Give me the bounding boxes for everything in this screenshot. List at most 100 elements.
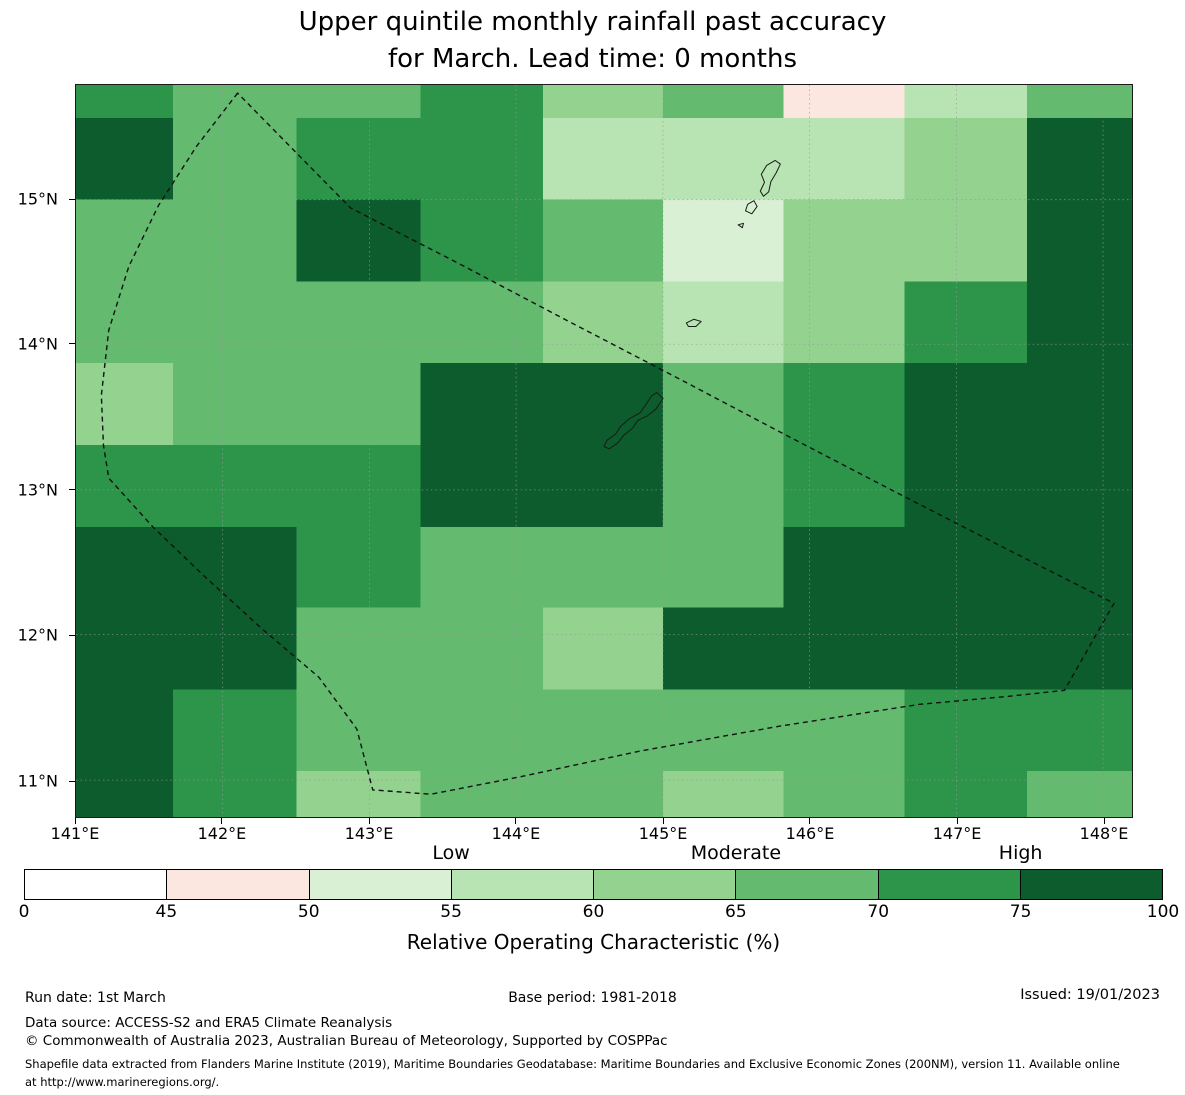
heatmap-cell: [904, 607, 1028, 690]
heatmap-cell: [296, 363, 421, 446]
colorbar-tick-labels: 0 45 50 55 60 65 70 75 100: [19, 902, 1180, 924]
heatmap-cell: [172, 363, 298, 446]
y-axis-tickmarks: [69, 84, 75, 818]
colorbar-segment: [308, 870, 451, 899]
heatmap-cell: [296, 526, 421, 609]
heatmap-cell: [1027, 363, 1132, 446]
colorbar-category-low: Low: [432, 842, 470, 864]
heatmap-cell: [172, 85, 298, 119]
colorbar: [24, 869, 1163, 900]
heatmap-cell: [296, 85, 421, 119]
heatmap-cell: [783, 445, 906, 528]
heatmap-cell: [783, 526, 906, 609]
saipan-coastline: [759, 159, 781, 197]
heatmap-cell: [904, 363, 1028, 446]
base-period-text: Base period: 1981-2018: [508, 990, 677, 1006]
colorbar-tick-label: 60: [582, 902, 605, 922]
heatmap-cell: [420, 363, 544, 446]
heatmap-cell: [783, 117, 906, 201]
x-tick-mark: [956, 818, 958, 824]
heatmap-cell: [662, 445, 785, 528]
x-tick-mark: [662, 818, 664, 824]
heatmap-cell: [296, 281, 421, 364]
heatmap-cell: [76, 771, 174, 817]
heatmap-cell: [904, 689, 1028, 772]
heatmap-cell: [662, 199, 785, 283]
heatmap-cell: [172, 526, 298, 609]
y-tick-label: 11°N: [17, 771, 58, 791]
heatmap-cell: [1027, 526, 1132, 609]
copyright-text: © Commonwealth of Australia 2023, Austra…: [25, 1033, 668, 1049]
colorbar-tick-label: 100: [1146, 902, 1180, 922]
y-tick-mark: [69, 198, 75, 200]
heatmap-cell: [76, 281, 174, 364]
x-axis-tickmarks: [74, 818, 1133, 824]
aguijan-coastline: [737, 222, 744, 229]
heatmap-cell: [783, 607, 906, 690]
heatmap-cell: [1027, 281, 1132, 364]
heatmap-cell: [783, 281, 906, 364]
heatmap-cell: [783, 85, 906, 119]
heatmap-cell: [783, 689, 906, 772]
heatmap-cell: [76, 117, 174, 201]
colorbar-segment: [450, 870, 593, 899]
colorbar-tick-label: 0: [18, 902, 30, 922]
x-tick-label: 148°E: [1079, 824, 1129, 843]
run-date-text: Run date: 1st March: [25, 990, 166, 1006]
tinian-coastline: [745, 200, 758, 215]
y-tick-mark: [69, 634, 75, 636]
colorbar-segment: [1019, 870, 1162, 899]
heatmap-cell: [76, 363, 174, 446]
heatmap-cell: [420, 689, 544, 772]
heatmap-cell: [76, 689, 174, 772]
x-tick-mark: [221, 818, 223, 824]
heatmap-cell: [1027, 199, 1132, 283]
rota-coastline: [685, 318, 702, 328]
colorbar-tick-label: 45: [155, 902, 178, 922]
heatmap-cell: [1027, 445, 1132, 528]
heatmap-cell: [904, 281, 1028, 364]
heatmap-cell: [76, 85, 174, 119]
heatmap-cell: [420, 117, 544, 201]
x-tick-mark: [515, 818, 517, 824]
latitude-axis-labels: 15°N 14°N 13°N 12°N 11°N: [0, 84, 68, 818]
heatmap-cell: [172, 771, 298, 817]
heatmap-cell: [172, 281, 298, 364]
heatmap-cell: [296, 445, 421, 528]
chart-title: Upper quintile monthly rainfall past acc…: [0, 4, 1185, 78]
map-plot-area: [75, 84, 1133, 818]
heatmap-cell: [420, 526, 544, 609]
data-source-text: Data source: ACCESS-S2 and ERA5 Climate …: [25, 1015, 393, 1031]
colorbar-tick-label: 70: [867, 902, 890, 922]
heatmap-cell: [543, 771, 664, 817]
heatmap-cell: [543, 199, 664, 283]
chart-title-line1: Upper quintile monthly rainfall past acc…: [298, 7, 887, 37]
colorbar-segment: [735, 870, 878, 899]
heatmap-cell: [76, 199, 174, 283]
guam-coastline: [603, 391, 664, 450]
heatmap-cell: [1027, 607, 1132, 690]
heatmap-cell: [1027, 689, 1132, 772]
y-tick-label: 12°N: [17, 625, 58, 645]
rainfall-accuracy-heatmap: [76, 85, 1132, 817]
shapefile-attribution-line2: at http://www.marineregions.org/.: [25, 1074, 220, 1089]
heatmap-cell: [296, 199, 421, 283]
heatmap-cell: [172, 117, 298, 201]
heatmap-cell: [172, 689, 298, 772]
shapefile-attribution-line1: Shapefile data extracted from Flanders M…: [25, 1057, 1120, 1071]
heatmap-cell: [904, 771, 1028, 817]
heatmap-cell: [420, 199, 544, 283]
heatmap-cell: [296, 607, 421, 690]
heatmap-cell: [1027, 85, 1132, 119]
heatmap-cell: [420, 607, 544, 690]
colorbar-category-high: High: [998, 842, 1043, 864]
colorbar-segment: [25, 870, 167, 899]
heatmap-cell: [76, 607, 174, 690]
heatmap-cell: [904, 199, 1028, 283]
colorbar-axis-label: Relative Operating Characteristic (%): [406, 930, 781, 954]
heatmap-cell: [543, 689, 664, 772]
x-tick-label: 142°E: [197, 824, 247, 843]
y-tick-mark: [69, 489, 75, 491]
heatmap-cell: [76, 445, 174, 528]
colorbar-category-moderate: Moderate: [690, 842, 782, 864]
